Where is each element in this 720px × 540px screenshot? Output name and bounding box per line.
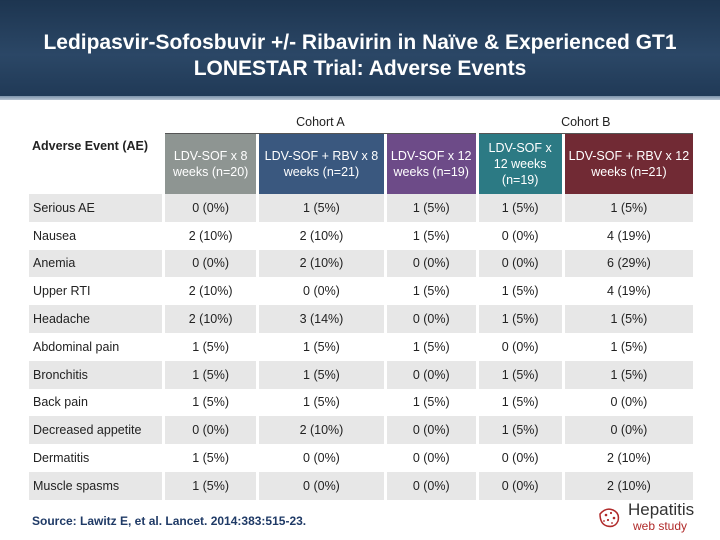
table-cell: 0 (0%) xyxy=(386,305,476,333)
table-row: Bronchitis 1 (5%) 1 (5%) 0 (0%) 1 (5%) 1… xyxy=(29,360,693,389)
row-label: Muscle spasms xyxy=(29,471,163,500)
table-cell: 1 (5%) xyxy=(386,194,476,222)
table-row: Anemia 0 (0%) 2 (10%) 0 (0%) 0 (0%) 6 (2… xyxy=(29,249,693,278)
table-cell: 2 (10%) xyxy=(258,416,384,445)
column-header-ldv-sof-rbv-8wk: LDV-SOF + RBV x 8 weeks (n=21) xyxy=(258,134,384,194)
row-label: Upper RTI xyxy=(33,284,91,299)
row-label: Bronchitis xyxy=(29,360,163,389)
table-row: Back pain 1 (5%) 1 (5%) 1 (5%) 1 (5%) 0 … xyxy=(29,389,693,417)
table-cell: 1 (5%) xyxy=(501,284,539,299)
table-cell: 6 (29%) xyxy=(564,249,693,278)
table-row: Abdominal pain 1 (5%) 1 (5%) 1 (5%) 0 (0… xyxy=(29,333,693,361)
table-cell: 0 (0%) xyxy=(610,395,648,410)
table-cell: 0 (0%) xyxy=(303,284,340,299)
table-cell: 4 (19%) xyxy=(607,228,651,243)
logo-word-web-study: web study xyxy=(633,519,688,533)
adverse-events-table: Cohort A Cohort B Adverse Event (AE) LDV… xyxy=(26,110,696,500)
table-cell: 0 (0%) xyxy=(303,451,340,466)
table-cell: 1 (5%) xyxy=(412,284,450,299)
table-cell: 0 (0%) xyxy=(165,249,256,278)
cohort-a-header: Cohort A xyxy=(165,110,476,134)
logo-word-hepatitis: Hepatitis xyxy=(628,500,695,519)
table-cell: 1 (5%) xyxy=(478,360,562,389)
table-cell: 0 (0%) xyxy=(501,228,539,243)
table-cell: 1 (5%) xyxy=(564,194,693,222)
table-cell: 2 (10%) xyxy=(188,284,233,299)
table-cell: 1 (5%) xyxy=(303,339,340,354)
hepatitis-logo: Hepatitis web study xyxy=(596,500,706,536)
table-cell: 1 (5%) xyxy=(165,360,256,389)
table-cell: 2 (10%) xyxy=(299,228,344,243)
table-cell: 3 (14%) xyxy=(258,305,384,333)
table-row: Serious AE 0 (0%) 1 (5%) 1 (5%) 1 (5%) 1… xyxy=(29,194,693,222)
table-cell: 1 (5%) xyxy=(165,471,256,500)
slide-title-line1: Ledipasvir-Sofosbuvir +/- Ribavirin in N… xyxy=(43,31,677,54)
table-cell: 1 (5%) xyxy=(412,339,450,354)
table-row: Upper RTI 2 (10%) 0 (0%) 1 (5%) 1 (5%) 4… xyxy=(29,277,693,305)
table-cell: 0 (0%) xyxy=(386,360,476,389)
adverse-event-header: Adverse Event (AE) xyxy=(29,134,163,194)
table-cell: 0 (0%) xyxy=(386,471,476,500)
row-label: Serious AE xyxy=(29,194,163,222)
row-label: Dermatitis xyxy=(33,451,90,466)
table-cell: 0 (0%) xyxy=(386,249,476,278)
hepatitis-logo-icon xyxy=(599,508,620,528)
table-cell: 1 (5%) xyxy=(610,339,648,354)
cohort-header-row: Cohort A Cohort B xyxy=(29,110,693,134)
table-cell: 0 (0%) xyxy=(412,451,450,466)
table-cell: 2 (10%) xyxy=(258,249,384,278)
table-cell: 1 (5%) xyxy=(412,395,450,410)
column-header-ldv-sof-rbv-12wk: LDV-SOF + RBV x 12 weeks (n=21) xyxy=(564,134,693,194)
table-cell: 1 (5%) xyxy=(478,194,562,222)
table-cell: 1 (5%) xyxy=(412,228,450,243)
table-cell: 0 (0%) xyxy=(478,471,562,500)
column-header-ldv-sof-12wk-a: LDV-SOF x 12 weeks (n=19) xyxy=(386,134,476,194)
table-cell: 1 (5%) xyxy=(303,395,340,410)
column-header-row: Adverse Event (AE) LDV-SOF x 8 weeks (n=… xyxy=(29,134,693,194)
table-cell: 0 (0%) xyxy=(564,416,693,445)
table-cell: 1 (5%) xyxy=(192,339,230,354)
row-label: Nausea xyxy=(33,228,77,243)
table-cell: 0 (0%) xyxy=(478,249,562,278)
table-cell: 0 (0%) xyxy=(501,451,539,466)
table-row: Decreased appetite 0 (0%) 2 (10%) 0 (0%)… xyxy=(29,416,693,445)
row-label: Headache xyxy=(29,305,163,333)
cohort-spacer xyxy=(29,110,162,134)
table-cell: 1 (5%) xyxy=(258,194,384,222)
table-row: Headache 2 (10%) 3 (14%) 0 (0%) 1 (5%) 1… xyxy=(29,305,693,333)
table-row: Nausea 2 (10%) 2 (10%) 1 (5%) 0 (0%) 4 (… xyxy=(29,222,693,250)
table-cell: 0 (0%) xyxy=(258,471,384,500)
table-cell: 1 (5%) xyxy=(478,305,562,333)
cohort-b-header: Cohort B xyxy=(478,110,693,134)
slide-title: Ledipasvir-Sofosbuvir +/- Ribavirin in N… xyxy=(20,30,700,82)
table-cell: 1 (5%) xyxy=(192,395,230,410)
column-header-ldv-sof-8wk: LDV-SOF x 8 weeks (n=20) xyxy=(165,134,256,194)
table-cell: 0 (0%) xyxy=(386,416,476,445)
table-cell: 2 (10%) xyxy=(607,451,651,466)
row-label: Abdominal pain xyxy=(33,339,120,354)
row-label: Back pain xyxy=(33,395,88,410)
table-cell: 4 (19%) xyxy=(607,284,651,299)
row-label: Anemia xyxy=(29,249,163,278)
column-header-ldv-sof-12wk-b: LDV-SOF x 12 weeks (n=19) xyxy=(478,134,562,194)
table-cell: 0 (0%) xyxy=(165,194,256,222)
table-cell: 1 (5%) xyxy=(564,360,693,389)
table-cell: 0 (0%) xyxy=(165,416,256,445)
slide-title-line2: LONESTAR Trial: Adverse Events xyxy=(193,57,527,80)
row-label: Decreased appetite xyxy=(29,416,163,445)
title-bar: Ledipasvir-Sofosbuvir +/- Ribavirin in N… xyxy=(0,0,720,100)
table-cell: 1 (5%) xyxy=(478,416,562,445)
table-row: Dermatitis 1 (5%) 0 (0%) 0 (0%) 0 (0%) 2… xyxy=(29,444,693,472)
table-cell: 1 (5%) xyxy=(564,305,693,333)
table-cell: 2 (10%) xyxy=(165,305,256,333)
table-cell: 1 (5%) xyxy=(192,451,230,466)
table-cell: 2 (10%) xyxy=(564,471,693,500)
table-cell: 0 (0%) xyxy=(501,339,539,354)
table-cell: 2 (10%) xyxy=(188,228,233,243)
table-cell: 1 (5%) xyxy=(258,360,384,389)
table-cell: 1 (5%) xyxy=(501,395,539,410)
source-citation: Source: Lawitz E, et al. Lancet. 2014:38… xyxy=(32,514,307,528)
table-row: Muscle spasms 1 (5%) 0 (0%) 0 (0%) 0 (0%… xyxy=(29,471,693,500)
